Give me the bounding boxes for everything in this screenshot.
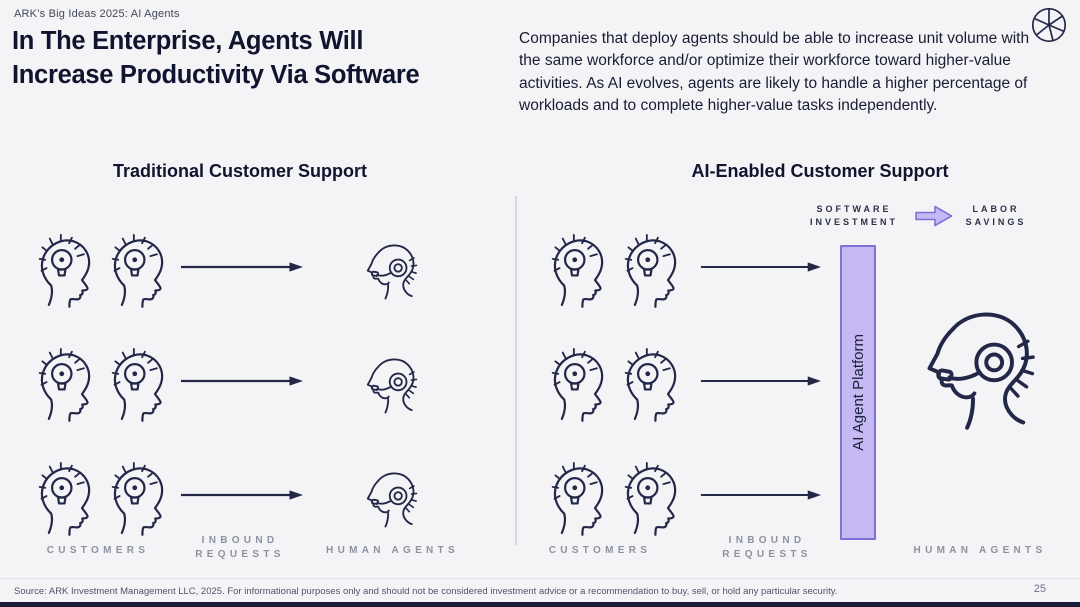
right-customers-row-3 [537, 458, 680, 536]
customer-idea-head-icon [610, 458, 680, 536]
left-customers-row-2 [24, 344, 167, 422]
slide-eyebrow: ARK’s Big Ideas 2025: AI Agents [14, 8, 180, 20]
software-investment-label: SOFTWARE INVESTMENT [809, 204, 898, 227]
request-arrow-icon [180, 489, 304, 501]
ark-logo-icon [1029, 5, 1069, 50]
right-inbound-requests-label: INBOUND REQUESTS [722, 535, 812, 560]
left-customers-row-3 [24, 458, 167, 536]
customer-idea-head-icon [24, 458, 94, 536]
customer-idea-head-icon [537, 230, 607, 308]
left-inbound-requests-label: INBOUND REQUESTS [195, 535, 285, 560]
page-title-line2: Increase Productivity Via Software [12, 61, 420, 89]
request-arrow-icon [180, 261, 304, 273]
request-arrow-icon [700, 261, 822, 273]
customer-idea-head-icon [610, 230, 680, 308]
labor-savings-label: LABOR SAVINGS [965, 204, 1027, 227]
request-arrow-icon [180, 375, 304, 387]
request-arrow-icon [700, 489, 822, 501]
left-human-agents-label: HUMAN AGENTS [326, 545, 459, 556]
customer-idea-head-icon [97, 344, 167, 422]
right-customers-label: CUSTOMERS [548, 545, 652, 556]
page-title: In The Enterprise, Agents Will Increase … [12, 24, 420, 92]
ai-agent-platform-bar: AI Agent Platform [840, 245, 876, 540]
savings-block-arrow-icon [914, 203, 954, 234]
human-agent-headset-icon [360, 236, 422, 306]
ai-agent-platform-label: AI Agent Platform [849, 334, 867, 451]
left-customers-row-1 [24, 230, 167, 308]
page-title-line1: In The Enterprise, Agents Will [12, 27, 364, 55]
right-human-agents-label: HUMAN AGENTS [913, 545, 1047, 556]
bottom-accent-bar [0, 602, 1080, 607]
customer-idea-head-icon [24, 230, 94, 308]
customer-idea-head-icon [97, 230, 167, 308]
right-customers-row-2 [537, 344, 680, 422]
human-agent-headset-icon-large [913, 300, 1045, 438]
request-arrow-icon [700, 375, 822, 387]
left-customers-label: CUSTOMERS [46, 545, 150, 556]
intro-paragraph: Companies that deploy agents should be a… [519, 30, 1030, 115]
customer-idea-head-icon [97, 458, 167, 536]
footer-divider [0, 578, 1080, 579]
left-panel-heading: Traditional Customer Support [112, 161, 367, 181]
customer-idea-head-icon [537, 458, 607, 536]
human-agent-headset-icon [360, 350, 422, 420]
customer-idea-head-icon [537, 344, 607, 422]
page-number: 25 [1033, 583, 1046, 595]
right-panel-heading: AI-Enabled Customer Support [691, 161, 949, 181]
panel-divider [515, 196, 517, 545]
human-agent-headset-icon [360, 464, 422, 534]
source-disclaimer: Source: ARK Investment Management LLC, 2… [14, 586, 838, 597]
customer-idea-head-icon [24, 344, 94, 422]
customer-idea-head-icon [610, 344, 680, 422]
right-customers-row-1 [537, 230, 680, 308]
